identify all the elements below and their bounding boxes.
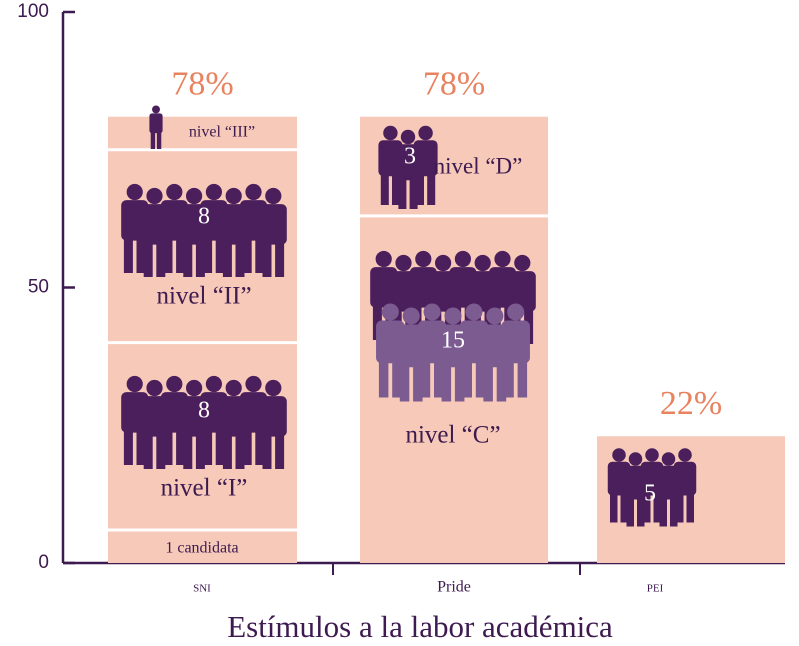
segment-label: 1 candidata: [165, 540, 238, 557]
segment-label: nivel “I”: [161, 475, 248, 502]
person-icon: [413, 125, 438, 205]
people-count: 8: [198, 398, 210, 424]
x-tick-label: Pride: [437, 579, 471, 596]
person-icon: [259, 187, 287, 277]
bar-total-label: 78%: [423, 65, 485, 102]
segment-label: nivel “C”: [405, 422, 500, 449]
bar-total-label: 22%: [660, 385, 722, 422]
person-icon: [149, 105, 163, 149]
people-count: 8: [198, 204, 210, 230]
x-axis-title: Estímulos a la labor académica: [227, 609, 613, 644]
y-tick-label: 100: [17, 1, 49, 22]
segment-label: nivel “D”: [434, 153, 523, 178]
people-count: 15: [441, 328, 465, 354]
segment-label: nivel “II”: [156, 283, 251, 310]
segment-label: nivel “III”: [189, 124, 255, 141]
bar-segment: [108, 529, 297, 563]
person-icon: [673, 448, 697, 523]
people-count: 3: [404, 144, 416, 170]
bar-segment: [108, 116, 297, 150]
x-tick-label: PEI: [647, 579, 664, 596]
bar-total-label: 78%: [171, 65, 233, 102]
people-count: 5: [644, 481, 656, 507]
y-tick-label: 0: [38, 552, 49, 573]
x-tick-label: SNI: [193, 579, 211, 596]
person-icon: [259, 379, 287, 469]
y-tick-label: 50: [28, 277, 49, 298]
person-icon: [501, 303, 530, 398]
